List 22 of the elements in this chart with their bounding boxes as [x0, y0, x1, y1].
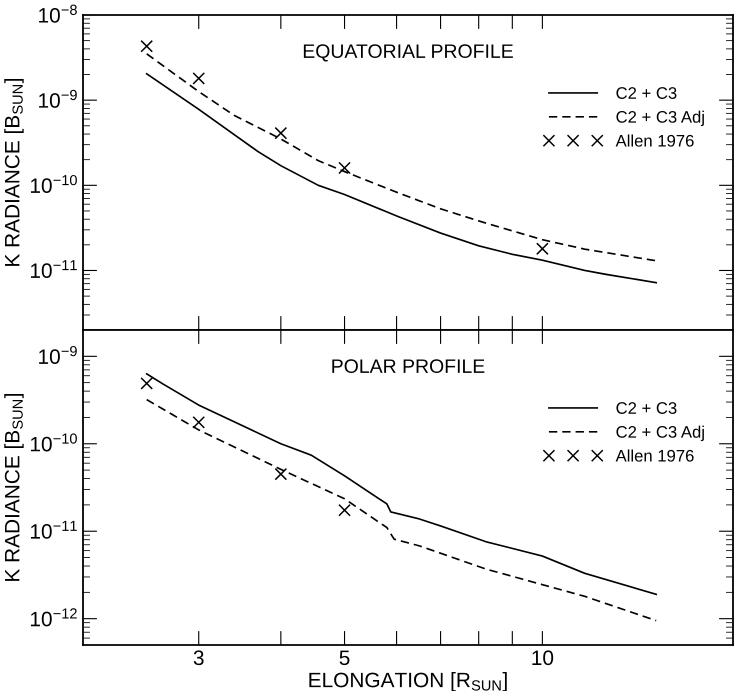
legend-label: C2 + C3 Adj [616, 110, 704, 126]
y-tick-label: 10$^{−11}$ [30, 260, 77, 278]
y-tick-label: 10$^{−12}$ [30, 608, 77, 626]
x-tick-label: 10 [532, 650, 554, 666]
y-tick-label: 10$^{−10}$ [30, 433, 77, 452]
y-tick-label: 10$^{−8}$ [39, 4, 77, 23]
y-tick-label: 10$^{−9}$ [39, 90, 77, 108]
legend-label: C2 + C3 [616, 402, 676, 414]
text: EQUATORIAL PROFILE [304, 44, 513, 62]
legend-label: C2 + C3 Adj [616, 426, 704, 442]
y-axis-title: K RADIANCE [B$_{SUN}$] [4, 394, 24, 581]
legend-label: Allen 1976 [616, 449, 694, 462]
y-tick-label: 10$^{−11}$ [30, 520, 77, 539]
y-tick-label: 10$^{−9}$ [39, 346, 77, 364]
legend-label: C2 + C3 [616, 87, 676, 99]
legend-label: Allen 1976 [616, 134, 694, 147]
x-tick-label: 3 [194, 650, 204, 666]
y-axis-title: K RADIANCE [B$_{SUN}$] [4, 78, 24, 266]
text: POLAR PROFILE [332, 359, 484, 374]
y-tick-label: 10$^{−10}$ [30, 174, 77, 194]
x-tick-label: 5 [340, 650, 350, 666]
x-axis-title: ELONGATION [R$_{SUN}$] [309, 672, 507, 691]
